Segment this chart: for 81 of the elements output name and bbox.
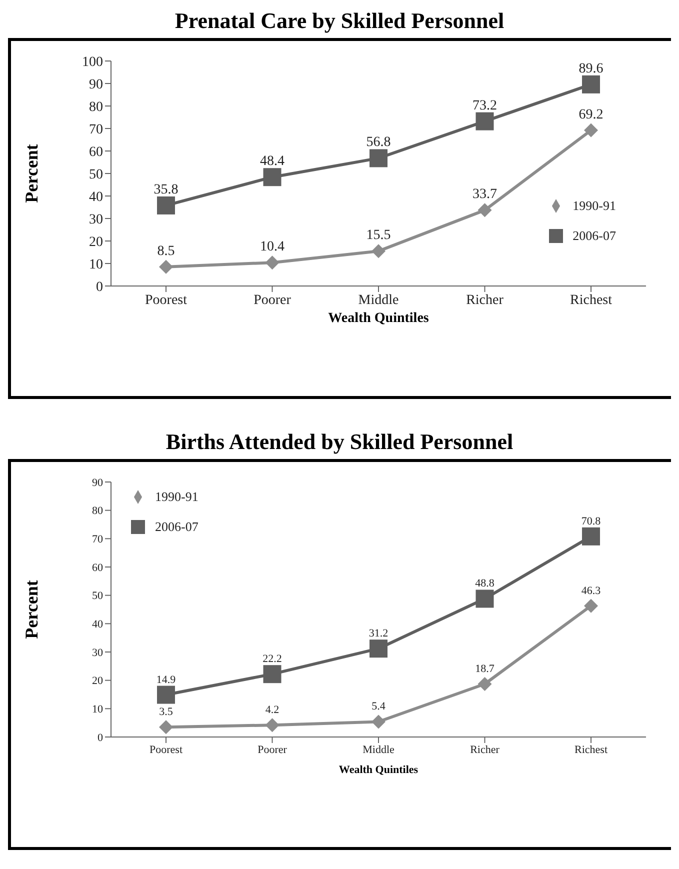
data-label: 5.4 [372,700,386,713]
point [370,149,388,168]
y-tick-label: 30 [92,646,104,659]
point [476,590,494,608]
y-tick-label: 70 [89,122,103,138]
x-tick-label: Richest [574,744,608,756]
y-tick-label: 80 [92,505,104,518]
data-label: 70.8 [581,515,602,528]
data-label: 8.5 [157,244,175,259]
point [478,677,492,692]
data-label: 31.2 [368,628,388,640]
y-tick-label: 20 [92,675,104,688]
y-tick-label: 40 [89,190,103,205]
point [159,720,173,734]
y-tick-label: 60 [92,562,104,574]
y-tick-label: 10 [89,257,103,272]
point [372,244,386,258]
y-tick-label: 90 [92,476,104,489]
data-label: 4.2 [265,704,280,716]
data-label: 69.2 [578,107,604,122]
y-tick-label: 30 [89,212,103,228]
x-tick-label: Poorer [258,744,288,756]
point [265,718,280,732]
data-label: 46.3 [581,584,602,597]
x-tick-label: Poorest [145,292,188,308]
y-tick-label: 80 [89,100,103,115]
y-axis-title: Percent [21,144,42,203]
point [265,256,280,270]
point [584,123,598,138]
y-axis-title: Percent [21,580,42,639]
x-tick-label: Richer [466,292,504,308]
y-tick-label: 40 [92,618,104,631]
x-tick-label: Poorest [150,744,182,756]
y-tick-label: 20 [89,234,103,250]
x-axis-title: Wealth Quintiles [328,311,430,326]
data-label: 22.2 [262,653,282,666]
point [159,260,173,274]
point [263,168,282,186]
data-label: 48.8 [475,578,495,590]
x-tick-label: Richest [570,292,612,308]
x-tick-label: Middle [362,744,394,756]
data-label: 3.5 [159,706,174,718]
x-axis-title: Wealth Quintiles [338,764,419,776]
y-tick-label: 0 [96,280,103,295]
point [476,112,494,130]
point [157,686,175,704]
y-tick-label: 0 [98,732,104,744]
data-label: 89.6 [578,61,604,76]
point [582,75,600,94]
legend-label: 2006-07 [572,228,616,243]
point [478,203,492,218]
point [157,196,175,214]
data-label: 33.7 [472,187,497,202]
data-label: 48.4 [260,154,284,170]
y-tick-label: 50 [89,167,103,182]
y-tick-label: 50 [92,590,104,602]
point [584,598,598,613]
x-tick-label: Middle [358,292,399,308]
y-tick-label: 60 [89,144,103,160]
data-label: 18.7 [475,663,495,676]
chart-title: Births Attended by Skilled Personnel [164,429,514,455]
point [582,527,600,546]
legend-label: 1990-91 [155,489,198,504]
data-label: 35.8 [154,182,178,198]
x-tick-label: Poorer [254,292,292,308]
data-label: 56.8 [366,135,391,150]
legend-label: 2006-07 [155,519,198,534]
data-label: 14.9 [156,674,176,686]
y-tick-label: 100 [82,54,103,70]
chart-title: Prenatal Care by Skilled Personnel [174,8,506,34]
point [372,714,386,729]
x-tick-label: Richer [470,744,500,756]
point [263,665,282,684]
y-tick-label: 10 [92,704,104,716]
y-tick-label: 70 [92,534,104,546]
legend-label: 1990-91 [572,198,616,213]
data-label: 15.5 [366,228,391,244]
data-label: 73.2 [472,98,497,114]
data-label: 10.4 [260,240,284,255]
y-tick-label: 90 [89,77,103,92]
point [370,640,388,658]
